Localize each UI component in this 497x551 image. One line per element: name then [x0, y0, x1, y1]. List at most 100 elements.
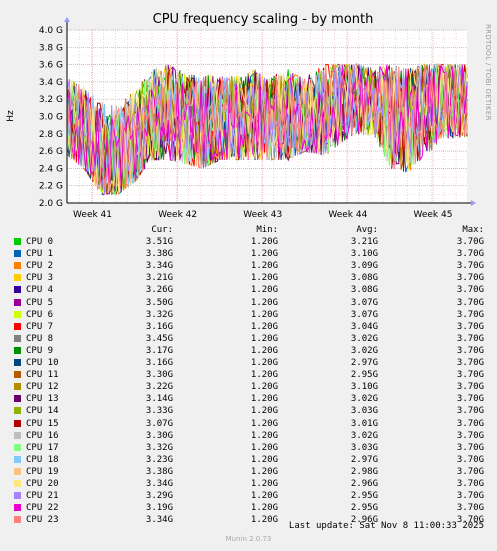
- legend-swatch: [14, 262, 21, 270]
- legend-swatch: [14, 298, 21, 306]
- y-tick-label: 3.4 G: [39, 78, 63, 88]
- legend-cur: 3.34G: [145, 479, 173, 489]
- legend-avg: 3.07G: [350, 309, 378, 320]
- legend-cur: 3.32G: [145, 442, 173, 453]
- legend-max: 3.70G: [456, 394, 484, 405]
- legend-row: CPU 4 3.26G 1.20G 3.08G 3.70G: [0, 284, 497, 296]
- legend-avg: 3.02G: [350, 394, 378, 405]
- legend-cur: 3.32G: [145, 309, 173, 320]
- legend-max: 3.70G: [456, 442, 484, 453]
- legend-cur: 3.23G: [145, 454, 173, 465]
- y-tick-label: 3.8 G: [39, 43, 63, 53]
- legend-name: CPU 23: [26, 515, 59, 526]
- legend-swatch: [14, 346, 21, 354]
- legend-cur: 3.33G: [145, 406, 173, 417]
- legend-name: CPU 5: [26, 297, 54, 308]
- legend-avg: 3.03G: [350, 442, 378, 453]
- legend-swatch: [14, 274, 21, 282]
- legend-swatch: [14, 334, 21, 342]
- legend-swatch: [14, 455, 21, 463]
- legend-min: 1.20G: [250, 479, 278, 489]
- header-max: Max:: [462, 225, 484, 235]
- legend-min: 1.20G: [250, 394, 278, 405]
- y-tick-labels: 2.0 G 2.2 G 2.4 G 2.6 G 2.8 G 3.0 G 3.2 G 3.4 G…: [39, 26, 63, 209]
- legend-swatch: [14, 250, 21, 258]
- legend-min: 1.20G: [250, 285, 278, 296]
- legend-name: CPU 3: [26, 273, 54, 284]
- legend-row: CPU 19 3.38G 1.20G 2.98G 3.70G: [0, 466, 497, 478]
- legend-max: 3.70G: [456, 418, 484, 429]
- legend-cur: 3.17G: [145, 345, 173, 356]
- y-tick-label: 3.2 G: [39, 95, 63, 105]
- y-tick-label: 3.6 G: [39, 61, 63, 71]
- legend-row: CPU 18 3.23G 1.20G 2.97G 3.70G: [0, 454, 497, 466]
- legend-min: 1.20G: [250, 345, 278, 356]
- cpu-frequency-chart: CPU frequency scaling - by month Hz RRDT…: [6, 12, 492, 220]
- legend-name: CPU 19: [26, 466, 59, 477]
- legend-swatch: [14, 480, 21, 487]
- legend-max: 3.70G: [456, 345, 484, 356]
- legend-row: CPU 20 3.34G 1.20G 2.96G 3.70G: [0, 478, 497, 490]
- series-line: [66, 63, 468, 192]
- legend-row: CPU 16 3.30G 1.20G 3.02G 3.70G: [0, 430, 497, 442]
- legend-cur: 3.29G: [145, 491, 173, 502]
- legend-avg: 3.08G: [350, 285, 378, 296]
- x-tick-labels: Week 41 Week 42 Week 43 Week 44 Week 45: [73, 210, 452, 220]
- y-tick-label: 2.8 G: [39, 130, 63, 140]
- header-cur: Cur:: [151, 225, 173, 235]
- x-tick-label: Week 41: [73, 210, 112, 220]
- legend-max: 3.70G: [456, 503, 484, 514]
- legend-max: 3.70G: [456, 406, 484, 417]
- y-axis-label: Hz: [6, 110, 16, 122]
- chart-title: CPU frequency scaling - by month: [153, 12, 374, 27]
- legend-name: CPU 15: [26, 418, 59, 429]
- legend-row: CPU 6 3.32G 1.20G 3.07G 3.70G: [0, 309, 497, 321]
- legend-min: 1.20G: [250, 249, 278, 260]
- legend-row: CPU 7 3.16G 1.20G 3.04G 3.70G: [0, 321, 497, 333]
- legend-cur: 3.19G: [145, 503, 173, 514]
- legend-avg: 2.95G: [350, 491, 378, 502]
- legend-cur: 3.34G: [145, 515, 173, 526]
- legend-name: CPU 6: [26, 309, 54, 320]
- x-tick-label: Week 45: [413, 210, 452, 220]
- legend-name: CPU 4: [26, 285, 54, 296]
- legend-name: CPU 12: [26, 382, 59, 393]
- data-series: [66, 62, 468, 196]
- legend-name: CPU 14: [26, 406, 59, 417]
- legend-cur: 3.45G: [145, 333, 173, 344]
- header-avg: Avg:: [356, 225, 378, 235]
- legend-max: 3.70G: [456, 261, 484, 272]
- x-tick-label: Week 43: [243, 210, 282, 220]
- legend-max: 3.70G: [456, 321, 484, 332]
- legend-row: CPU 3 3.21G 1.20G 3.08G 3.70G: [0, 272, 497, 284]
- legend-cur: 3.38G: [145, 466, 173, 477]
- y-axis-arrow: [64, 17, 70, 22]
- legend-min: 1.20G: [250, 273, 278, 284]
- legend-name: CPU 0: [26, 237, 54, 247]
- legend-name: CPU 8: [26, 333, 54, 344]
- legend-avg: 3.02G: [350, 345, 378, 356]
- legend-min: 1.20G: [250, 382, 278, 393]
- legend-cur: 3.30G: [145, 370, 173, 381]
- x-tick-label: Week 44: [328, 210, 367, 220]
- legend-max: 3.70G: [456, 454, 484, 465]
- legend-name: CPU 2: [26, 261, 54, 272]
- legend-min: 1.20G: [250, 418, 278, 429]
- legend-name: CPU 18: [26, 454, 59, 465]
- legend-name: CPU 10: [26, 358, 59, 368]
- legend-swatch: [14, 419, 21, 427]
- legend-header: Cur: Min: Avg: Max:: [0, 224, 497, 236]
- legend-max: 3.70G: [456, 479, 484, 489]
- legend-avg: 3.04G: [350, 321, 378, 332]
- legend-max: 3.70G: [456, 333, 484, 344]
- legend-row: CPU 8 3.45G 1.20G 3.02G 3.70G: [0, 333, 497, 345]
- legend-row: CPU 1 3.38G 1.20G 3.10G 3.70G: [0, 248, 497, 260]
- legend-max: 3.70G: [456, 466, 484, 477]
- legend-swatch: [14, 322, 21, 330]
- legend-max: 3.70G: [456, 382, 484, 393]
- legend-row: CPU 2 3.34G 1.20G 3.09G 3.70G: [0, 260, 497, 272]
- legend-name: CPU 21: [26, 491, 59, 502]
- legend-min: 1.20G: [250, 406, 278, 417]
- legend-row: CPU 13 3.14G 1.20G 3.02G 3.70G: [0, 393, 497, 405]
- legend-cur: 3.14G: [145, 394, 173, 405]
